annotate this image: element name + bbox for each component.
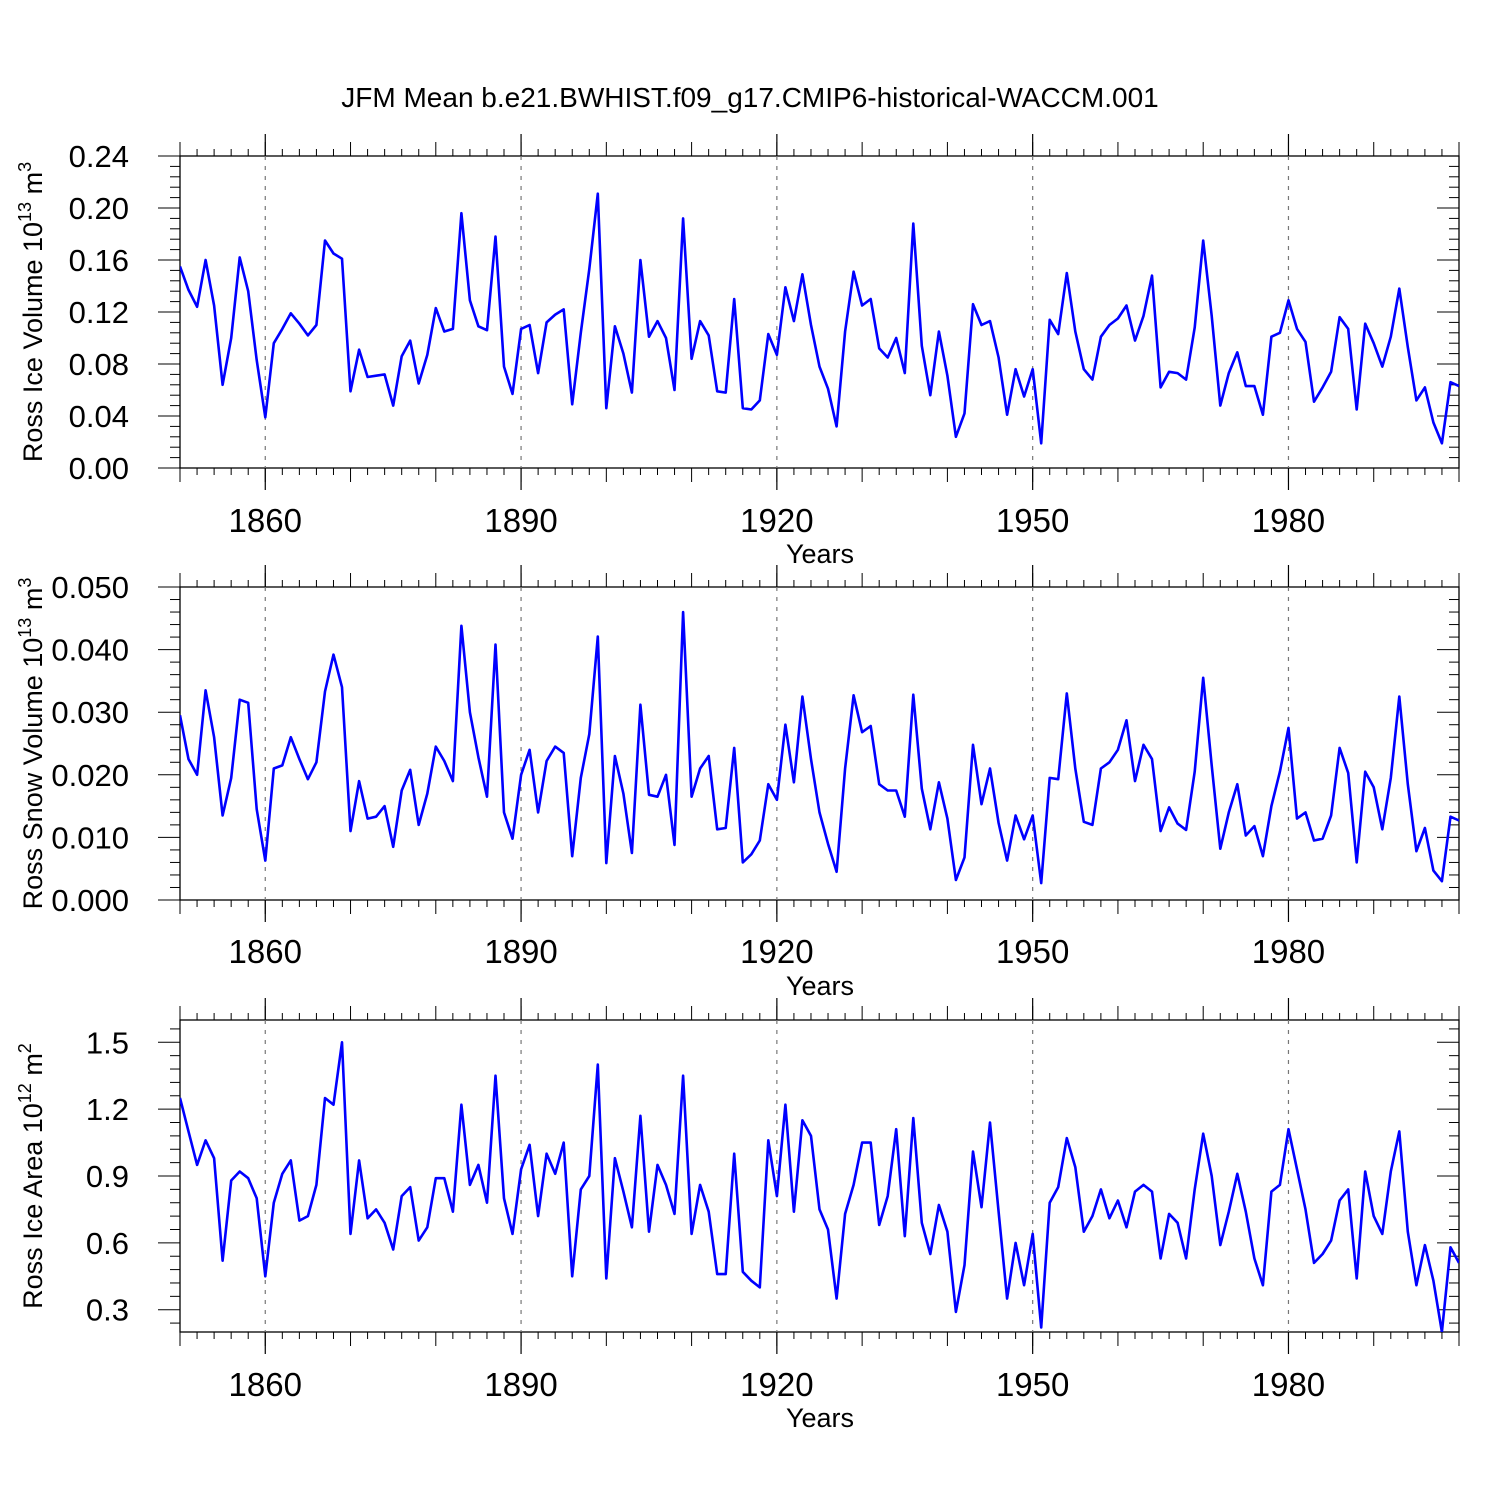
- x-tick-label: 1890: [484, 1366, 557, 1403]
- panel-ice-area: 1860 1890 1920 1950 1980 0.3 0.6 0.9 1.2 1.5 Ross …: [15, 998, 1460, 1433]
- y-tick-label: 0.00: [69, 451, 129, 486]
- x-tick-label: 1890: [484, 502, 557, 539]
- y-tick-label: 0.08: [69, 347, 129, 382]
- y-tick-label: 0.010: [51, 820, 129, 855]
- y-axis-label-unit-exponent: 2: [15, 1043, 35, 1053]
- y-axis-label-unit: m: [18, 172, 48, 202]
- panels: 1860 1890 1920 1950 1980 0.00 0.04 0.08 0.12 0.16…: [15, 134, 1460, 1433]
- y-tick-label: 0.9: [86, 1159, 129, 1194]
- x-tick-label: 1950: [996, 933, 1069, 970]
- x-tick-label: 1920: [740, 933, 813, 970]
- chart-title: JFM Mean b.e21.BWHIST.f09_g17.CMIP6-hist…: [341, 82, 1158, 113]
- x-axis-label: Years: [786, 971, 854, 1001]
- data-series-line: [180, 192, 1459, 445]
- y-axis-label-exponent: 13: [15, 618, 35, 638]
- panel-snow-volume: 1860 1890 1920 1950 1980 0.000 0.010 0.020 0.030…: [15, 565, 1460, 1001]
- x-tick-label: 1950: [996, 502, 1069, 539]
- panel-ice-volume: 1860 1890 1920 1950 1980 0.00 0.04 0.08 0.12 0.16…: [15, 134, 1460, 569]
- y-tick-label: 0.04: [69, 399, 129, 434]
- y-axis-label-exponent: 12: [15, 1083, 35, 1103]
- y-axis-label-text: Ross Ice Volume 10: [18, 222, 48, 462]
- y-tick-label: 0.6: [86, 1226, 129, 1261]
- y-axis-label: Ross Snow Volume 1013 m3: [15, 578, 48, 910]
- y-tick-label: 0.20: [69, 191, 129, 226]
- y-tick-label: 0.030: [51, 695, 129, 730]
- x-tick-label: 1950: [996, 1366, 1069, 1403]
- y-tick-label: 0.040: [51, 633, 129, 668]
- y-axis-label-unit-exponent: 3: [15, 162, 35, 172]
- y-tick-label: 1.2: [86, 1092, 129, 1127]
- x-axis-label: Years: [786, 539, 854, 569]
- y-tick-label: 0.24: [69, 139, 129, 174]
- y-tick-label: 0.16: [69, 243, 129, 278]
- y-axis-label-text: Ross Snow Volume 10: [18, 638, 48, 910]
- x-tick-label: 1980: [1252, 933, 1325, 970]
- y-tick-label: 1.5: [86, 1025, 129, 1060]
- y-tick-label: 0.12: [69, 295, 129, 330]
- y-axis-label-exponent: 13: [15, 202, 35, 222]
- x-tick-label: 1860: [229, 502, 302, 539]
- y-axis-label: Ross Ice Area 1012 m2: [15, 1043, 48, 1309]
- y-tick-label: 0.3: [86, 1293, 129, 1328]
- y-tick-label: 0.020: [51, 758, 129, 793]
- y-axis-label-unit-exponent: 3: [15, 578, 35, 588]
- data-series-line: [180, 610, 1459, 885]
- y-axis-label-unit: m: [18, 588, 48, 618]
- y-tick-label: 0.050: [51, 570, 129, 605]
- x-axis-label: Years: [786, 1403, 854, 1433]
- x-tick-label: 1980: [1252, 502, 1325, 539]
- x-tick-label: 1860: [229, 1366, 302, 1403]
- data-series-line: [180, 1041, 1459, 1332]
- x-tick-label: 1860: [229, 933, 302, 970]
- x-tick-label: 1920: [740, 502, 813, 539]
- y-tick-label: 0.000: [51, 883, 129, 918]
- y-axis-label-unit: m: [18, 1053, 48, 1083]
- x-tick-label: 1890: [484, 933, 557, 970]
- x-tick-label: 1980: [1252, 1366, 1325, 1403]
- y-axis-label-text: Ross Ice Area 10: [18, 1103, 48, 1309]
- y-axis-label: Ross Ice Volume 1013 m3: [15, 162, 48, 462]
- plot-frame: [179, 586, 1460, 901]
- x-tick-label: 1920: [740, 1366, 813, 1403]
